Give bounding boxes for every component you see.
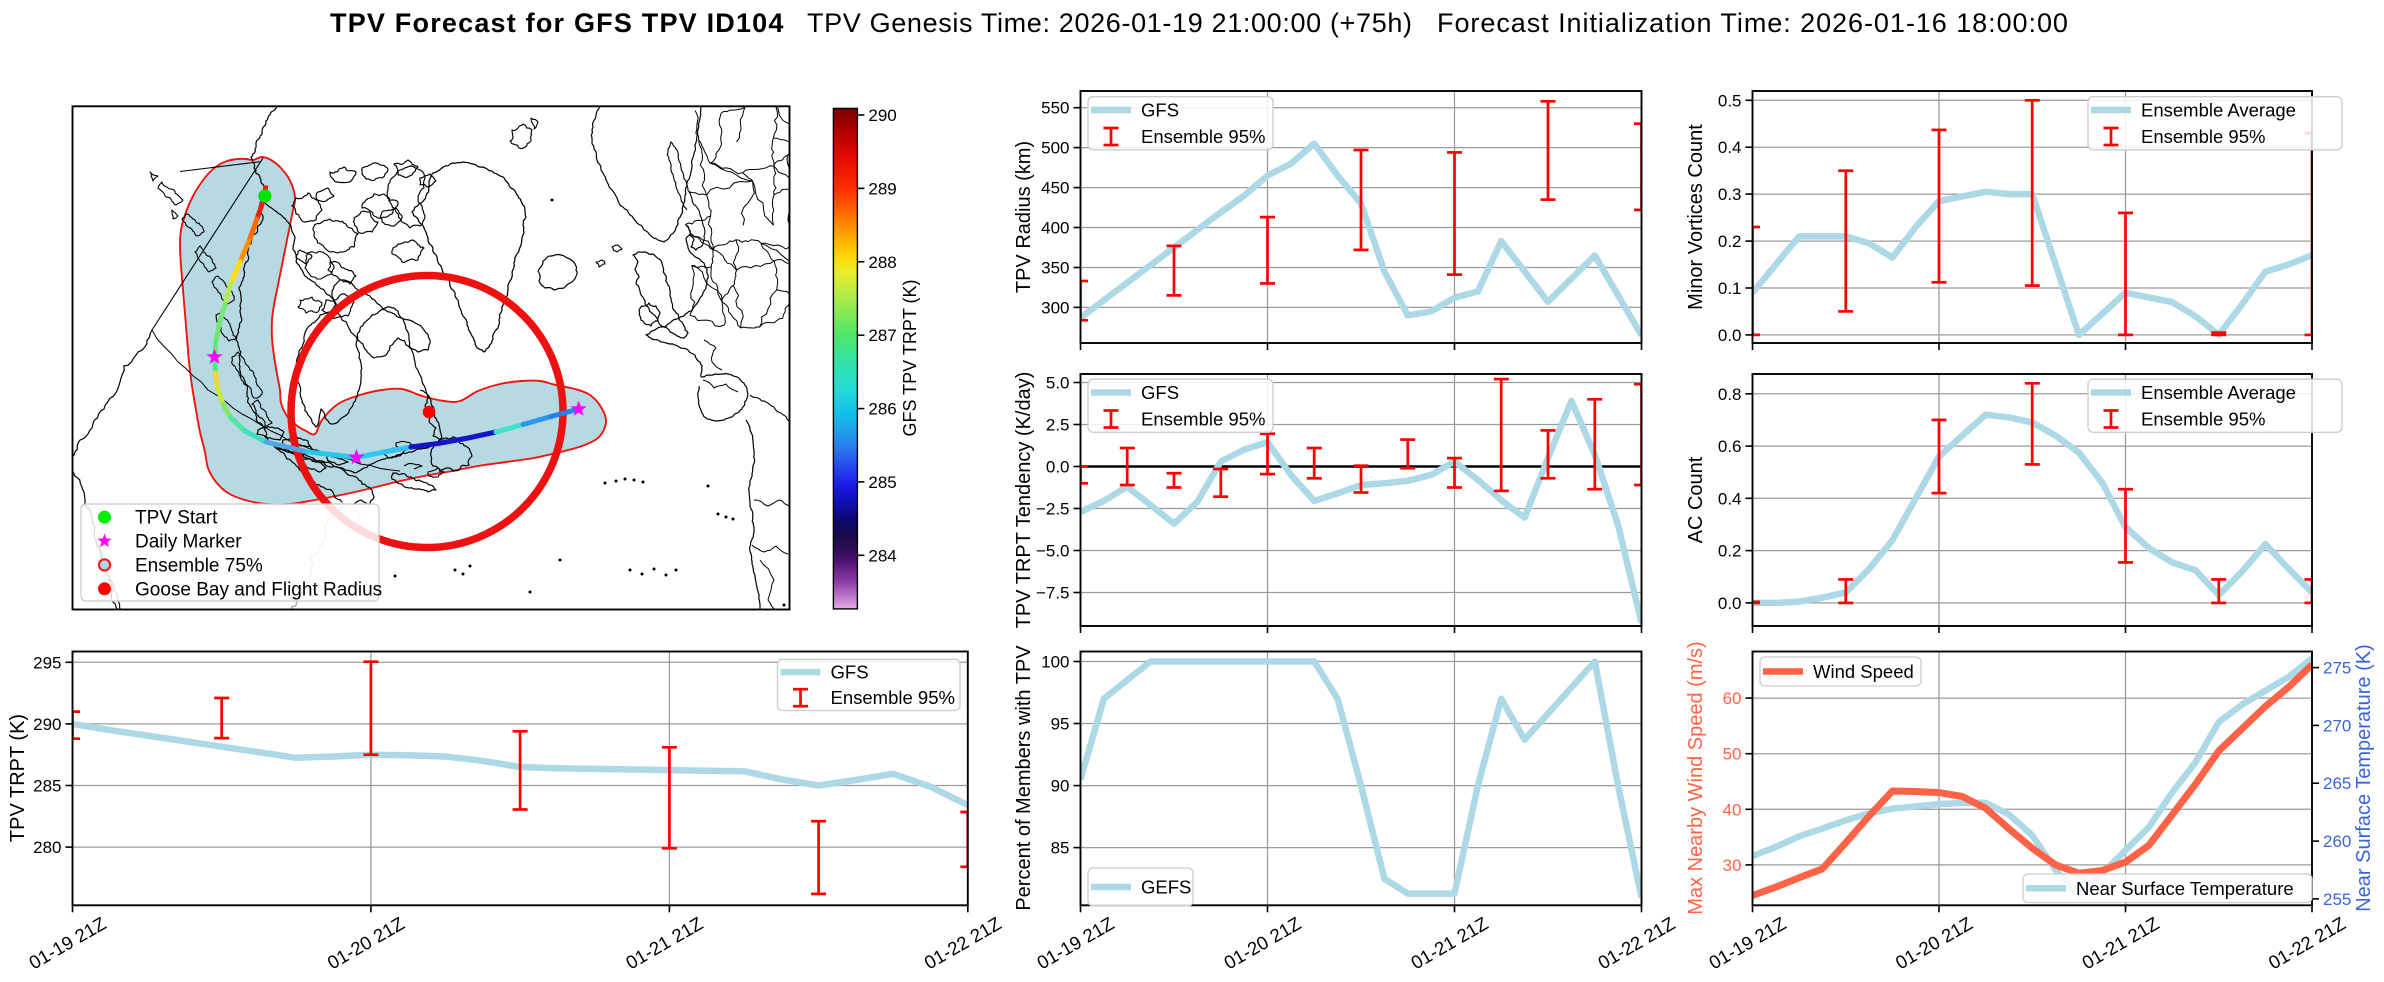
svg-text:0.4: 0.4 — [1718, 138, 1742, 157]
svg-text:Ensemble Average: Ensemble Average — [2141, 382, 2296, 403]
svg-text:Percent of Members with TPV: Percent of Members with TPV — [1013, 645, 1035, 911]
svg-text:350: 350 — [1041, 259, 1069, 278]
svg-text:Max Nearby Wind Speed (m/s): Max Nearby Wind Speed (m/s) — [1685, 641, 1707, 914]
svg-text:60: 60 — [1723, 689, 1742, 708]
svg-text:0.6: 0.6 — [1718, 437, 1742, 456]
svg-text:300: 300 — [1041, 298, 1069, 317]
svg-text:500: 500 — [1041, 139, 1069, 158]
svg-text:288: 288 — [868, 253, 896, 272]
svg-text:260: 260 — [2323, 832, 2351, 851]
svg-text:400: 400 — [1041, 219, 1069, 238]
svg-text:265: 265 — [2323, 774, 2351, 793]
svg-text:290: 290 — [868, 106, 896, 125]
svg-text:Wind Speed: Wind Speed — [1813, 661, 1914, 682]
svg-text:270: 270 — [2323, 716, 2351, 735]
svg-text:285: 285 — [33, 777, 61, 796]
svg-text:50: 50 — [1723, 745, 1742, 764]
svg-text:0.3: 0.3 — [1718, 185, 1742, 204]
svg-text:GFS: GFS — [831, 662, 869, 683]
svg-text:275: 275 — [2323, 659, 2351, 678]
svg-text:Near Surface Temperature: Near Surface Temperature — [2076, 878, 2294, 899]
svg-text:90: 90 — [1051, 777, 1070, 796]
svg-text:Ensemble 75%: Ensemble 75% — [135, 555, 263, 576]
svg-text:Near Surface Temperature (K): Near Surface Temperature (K) — [2353, 644, 2375, 912]
svg-text:0.4: 0.4 — [1718, 489, 1742, 508]
svg-text:TPV TRPT Tendency (K/day): TPV TRPT Tendency (K/day) — [1013, 372, 1035, 629]
svg-text:GFS: GFS — [1141, 382, 1179, 403]
svg-text:Forecast Initialization Time:: Forecast Initialization Time: 2026-01-16… — [1437, 8, 2069, 38]
svg-text:TPV Radius (km): TPV Radius (km) — [1013, 141, 1035, 293]
svg-text:0.5: 0.5 — [1718, 91, 1742, 110]
svg-text:Ensemble 95%: Ensemble 95% — [2141, 126, 2265, 147]
svg-text:286: 286 — [868, 400, 896, 419]
svg-text:5.0: 5.0 — [1046, 374, 1070, 393]
svg-text:−5.0: −5.0 — [1036, 542, 1070, 561]
svg-text:290: 290 — [33, 715, 61, 734]
svg-text:2.5: 2.5 — [1046, 416, 1070, 435]
svg-text:−7.5: −7.5 — [1036, 584, 1070, 603]
svg-text:TPV Genesis Time: 2026-01-19 2: TPV Genesis Time: 2026-01-19 21:00:00 (+… — [807, 8, 1413, 38]
svg-text:Ensemble Average: Ensemble Average — [2141, 100, 2296, 121]
svg-text:295: 295 — [33, 653, 61, 672]
svg-text:Goose Bay and Flight Radius: Goose Bay and Flight Radius — [135, 579, 382, 600]
svg-text:100: 100 — [1041, 653, 1069, 672]
svg-text:450: 450 — [1041, 179, 1069, 198]
svg-text:255: 255 — [2323, 890, 2351, 909]
svg-text:Ensemble 95%: Ensemble 95% — [1141, 409, 1265, 430]
svg-text:Minor Vortices Count: Minor Vortices Count — [1685, 124, 1707, 310]
svg-text:GFS TPV TRPT (K): GFS TPV TRPT (K) — [900, 279, 920, 436]
svg-text:Daily Marker: Daily Marker — [135, 532, 242, 553]
svg-text:95: 95 — [1051, 715, 1070, 734]
svg-text:0.0: 0.0 — [1718, 594, 1742, 613]
svg-text:287: 287 — [868, 326, 896, 345]
svg-text:85: 85 — [1051, 839, 1070, 858]
svg-text:GFS: GFS — [1141, 100, 1179, 121]
svg-text:Ensemble 95%: Ensemble 95% — [2141, 409, 2265, 430]
svg-text:0.1: 0.1 — [1718, 279, 1742, 298]
svg-text:TPV TRPT (K): TPV TRPT (K) — [7, 714, 29, 842]
svg-text:GEFS: GEFS — [1141, 877, 1191, 898]
svg-text:550: 550 — [1041, 99, 1069, 118]
svg-text:284: 284 — [868, 546, 896, 565]
svg-text:0.2: 0.2 — [1718, 542, 1742, 561]
svg-text:TPV Start: TPV Start — [135, 508, 218, 529]
svg-text:289: 289 — [868, 179, 896, 198]
svg-text:280: 280 — [33, 838, 61, 857]
svg-text:AC Count: AC Count — [1685, 456, 1707, 543]
svg-text:−2.5: −2.5 — [1036, 500, 1070, 519]
svg-text:0.0: 0.0 — [1718, 326, 1742, 345]
svg-text:0.0: 0.0 — [1046, 458, 1070, 477]
svg-text:TPV Forecast for GFS TPV ID104: TPV Forecast for GFS TPV ID104 — [330, 8, 785, 38]
svg-text:30: 30 — [1723, 856, 1742, 875]
svg-text:0.8: 0.8 — [1718, 385, 1742, 404]
svg-text:Ensemble 95%: Ensemble 95% — [1141, 126, 1265, 147]
svg-text:0.2: 0.2 — [1718, 232, 1742, 251]
svg-text:Ensemble 95%: Ensemble 95% — [831, 687, 955, 708]
svg-text:40: 40 — [1723, 800, 1742, 819]
svg-text:285: 285 — [868, 473, 896, 492]
